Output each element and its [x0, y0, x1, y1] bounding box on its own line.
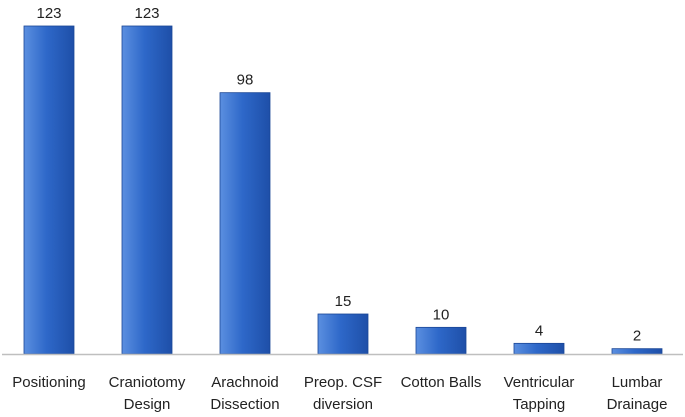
bar-5 — [513, 342, 565, 355]
category-label-2-line-1: Dissection — [210, 396, 279, 413]
category-label-3-line-0: Preop. CSF — [304, 374, 382, 391]
data-label-3: 15 — [335, 293, 352, 310]
data-label-2: 98 — [237, 72, 254, 89]
category-label-3-line-1: diversion — [313, 396, 373, 413]
bar-2 — [219, 92, 271, 355]
category-label-5-line-1: Tapping — [513, 396, 566, 413]
bar-3 — [317, 313, 369, 355]
data-label-6: 2 — [633, 328, 641, 345]
bar-4 — [415, 326, 467, 355]
category-labels-layer: Positioning Craniotomy Design Arachnoid Diss… — [12, 374, 667, 413]
category-label-4-line-0: Cotton Balls — [401, 374, 482, 391]
category-label-5-line-0: Ventricular — [504, 374, 575, 391]
category-label-0-line-0: Positioning — [12, 374, 85, 391]
data-label-0: 123 — [36, 5, 61, 22]
bar-1 — [121, 25, 173, 355]
category-label-2-line-0: Arachnoid — [211, 374, 279, 391]
category-label-1-line-0: Craniotomy — [109, 374, 186, 391]
category-label-1-line-1: Design — [124, 396, 171, 413]
category-label-6-line-0: Lumbar — [612, 374, 663, 391]
bar-6 — [611, 348, 663, 355]
data-label-4: 10 — [433, 306, 450, 323]
data-labels-layer: 123 123 98 15 10 4 2 — [36, 5, 641, 345]
data-label-5: 4 — [535, 322, 543, 339]
bar-0 — [23, 25, 75, 355]
data-label-1: 123 — [134, 5, 159, 22]
category-label-6-line-1: Drainage — [607, 396, 668, 413]
bars-layer — [23, 25, 663, 355]
